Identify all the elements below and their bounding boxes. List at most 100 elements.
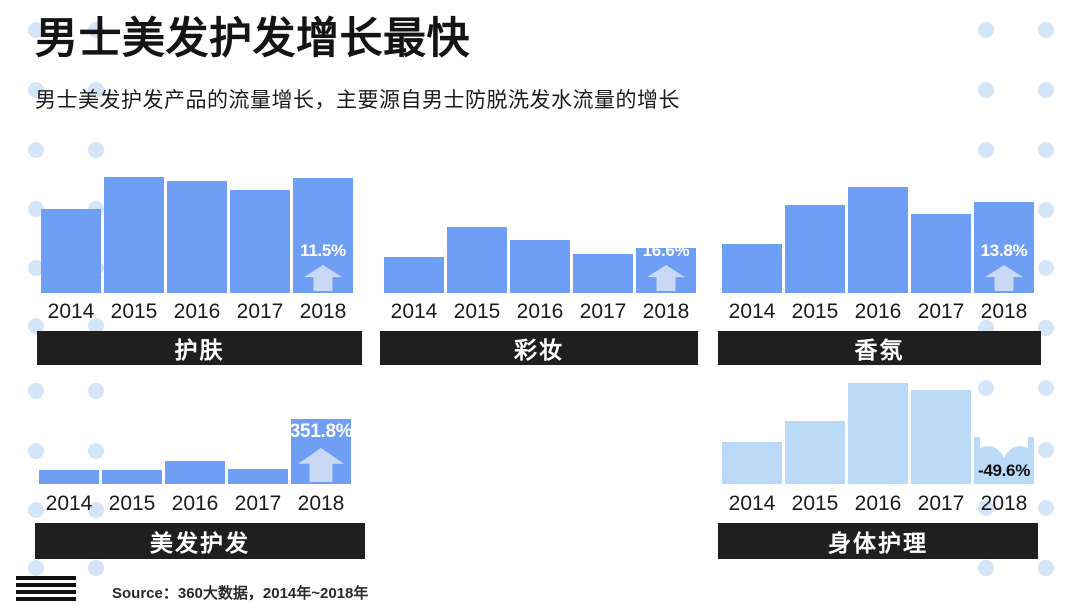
background-dot [28, 560, 44, 576]
growth-value: 351.8% [289, 421, 353, 442]
bar-2018: 351.8% [289, 419, 353, 484]
bar-2018: 11.5% [293, 178, 353, 293]
background-dot [1038, 442, 1054, 458]
background-dot [88, 318, 104, 334]
bar-2014 [39, 470, 99, 484]
lines-icon [16, 576, 76, 601]
chart-fragrance: 13.8% 2014 2015 2016 2017 2018 香氛 [718, 170, 1041, 365]
bar-2017 [228, 469, 288, 484]
category-label-text: 美发护发 [150, 530, 250, 556]
growth-value: 13.8% [980, 241, 1028, 260]
page-title: 男士美发护发增长最快 [35, 15, 470, 63]
source-text: Source：360大数据，2014年~2018年 [112, 585, 369, 602]
bar-2016 [848, 187, 908, 293]
year-label: 2015 [791, 300, 839, 323]
background-dot [28, 443, 44, 459]
year-label: 2016 [516, 300, 564, 323]
chart-makeup: 16.6% 2014 2015 2016 2017 2018 彩妆 [380, 170, 698, 365]
plot-area: 16.6% [380, 170, 698, 293]
background-dot [1038, 380, 1054, 396]
up-arrow-icon [985, 265, 1023, 291]
bar-2015 [785, 421, 845, 484]
background-dot [88, 22, 104, 38]
background-dot [28, 383, 44, 399]
year-label: 2015 [453, 300, 501, 323]
background-dot [88, 142, 104, 158]
background-dot [1038, 560, 1054, 576]
year-axis: 2014 2015 2016 2017 2018 [380, 293, 698, 331]
year-label: 2017 [917, 491, 965, 515]
plot-area: -49.6% [718, 374, 1038, 484]
year-label: 2014 [728, 300, 776, 323]
bar-2017 [573, 254, 633, 293]
year-label: 2016 [854, 300, 902, 323]
background-dot [28, 318, 44, 334]
category-label: 身体护理 [718, 523, 1038, 559]
background-dot [978, 500, 994, 516]
up-arrow-icon [304, 265, 342, 291]
background-dot [28, 201, 44, 217]
background-dot [88, 82, 104, 98]
background-dot [28, 82, 44, 98]
year-label: 2016 [171, 491, 219, 515]
background-dot [1038, 500, 1054, 516]
bar-2015 [447, 227, 507, 293]
year-axis: 2014 2015 2016 2017 2018 [37, 293, 362, 331]
year-label: 2015 [791, 491, 839, 515]
background-dot [88, 560, 104, 576]
category-label-text: 香氛 [854, 337, 905, 363]
background-dot [1038, 142, 1054, 158]
down-arrow-icon [980, 437, 1028, 458]
bar-2016 [848, 383, 908, 484]
category-label: 护肤 [37, 331, 362, 365]
background-dot [978, 142, 994, 158]
category-label: 香氛 [718, 331, 1041, 365]
category-label: 美发护发 [35, 523, 365, 559]
background-dot [978, 22, 994, 38]
year-label: 2018 [642, 300, 690, 323]
year-label: 2018 [297, 491, 345, 515]
year-label: 2014 [45, 491, 93, 515]
background-dot [88, 502, 104, 518]
background-dot [28, 260, 44, 276]
bar-2018: -49.6% [974, 437, 1034, 484]
bar-2017 [230, 190, 290, 293]
year-axis: 2014 2015 2016 2017 2018 [718, 293, 1041, 331]
year-label: 2016 [173, 300, 221, 323]
year-label: 2014 [47, 300, 95, 323]
year-label: 2014 [728, 491, 776, 515]
background-dot [88, 443, 104, 459]
background-dot [978, 380, 994, 396]
growth-value: 11.5% [300, 241, 346, 260]
background-dot [28, 22, 44, 38]
chart-bodycare: -49.6% 2014 2015 2016 2017 2018 身体护理 [718, 374, 1038, 559]
bar-2014 [722, 244, 782, 293]
year-label: 2017 [234, 491, 282, 515]
bar-2014 [722, 442, 782, 484]
year-axis: 2014 2015 2016 2017 2018 [718, 484, 1038, 523]
growth-value: 16.6% [642, 241, 690, 260]
category-label-text: 彩妆 [514, 337, 564, 363]
background-dot [1038, 82, 1054, 98]
background-dot [978, 560, 994, 576]
category-label-text: 身体护理 [828, 530, 928, 556]
bar-2016 [510, 240, 570, 293]
growth-annotation: 11.5% [293, 241, 353, 291]
background-dot [28, 142, 44, 158]
year-label: 2015 [110, 300, 158, 323]
background-dot [1038, 320, 1054, 336]
year-axis: 2014 2015 2016 2017 2018 [35, 484, 365, 523]
bar-2018: 16.6% [636, 241, 696, 293]
year-label: 2017 [236, 300, 284, 323]
background-dot [978, 82, 994, 98]
chart-skincare: 11.5% 2014 2015 2016 2017 2018 护肤 [37, 170, 362, 365]
background-dot [1038, 202, 1054, 218]
bar-2015 [104, 177, 164, 293]
bar-2015 [102, 470, 162, 484]
year-label: 2017 [579, 300, 627, 323]
bar-2018: 13.8% [974, 202, 1034, 293]
growth-value: -49.6% [977, 461, 1031, 480]
chart-haircare: 351.8% 2014 2015 2016 2017 2018 美发护发 [35, 374, 365, 559]
bar-2017 [911, 214, 971, 293]
